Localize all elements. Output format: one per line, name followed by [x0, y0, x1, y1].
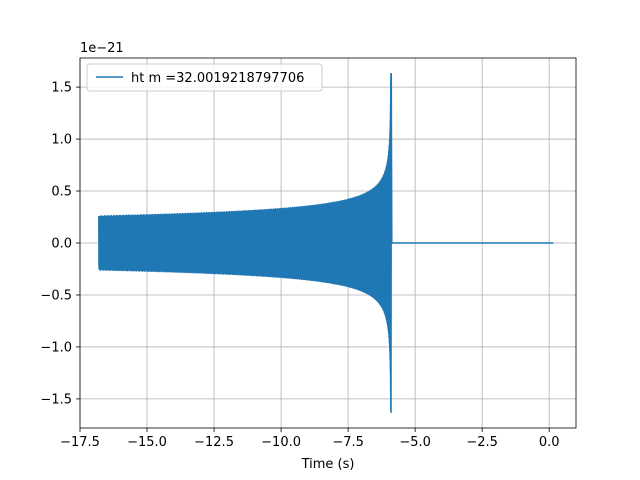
- y-axis: −1.5 −1.0 −0.5 0.0 0.5 1.0 1.5: [40, 81, 80, 407]
- x-tick-label: −17.5: [60, 435, 100, 450]
- legend-entry-label: ht m =32.0019218797706: [131, 71, 304, 86]
- y-tick-label: 1.0: [51, 133, 72, 148]
- legend: ht m =32.0019218797706: [86, 63, 323, 92]
- x-tick-label: −10.0: [261, 435, 301, 450]
- x-axis-label: Time (s): [301, 457, 355, 472]
- x-tick-label: −2.5: [466, 435, 498, 450]
- x-tick-label: −5.0: [399, 435, 431, 450]
- x-tick-label: −15.0: [127, 435, 167, 450]
- y-axis-offset-label: 1e−21: [80, 41, 124, 56]
- x-axis: −17.5 −15.0 −12.5 −10.0 −7.5 −5.0 −2.5 0.0: [60, 428, 560, 450]
- x-tick-label: −12.5: [194, 435, 234, 450]
- y-tick-label: −1.5: [40, 392, 72, 407]
- y-tick-label: 0.0: [51, 237, 72, 252]
- y-tick-label: −1.0: [40, 340, 72, 355]
- legend-box: [86, 63, 323, 92]
- y-tick-label: 0.5: [51, 185, 72, 200]
- x-tick-label: 0.0: [539, 435, 560, 450]
- x-tick-label: −7.5: [332, 435, 364, 450]
- grid-lines: [79, 58, 576, 428]
- series-layer: [98, 72, 554, 414]
- y-tick-label: 1.5: [51, 81, 72, 96]
- series-line-ht: [98, 72, 554, 414]
- y-tick-label: −0.5: [40, 288, 72, 303]
